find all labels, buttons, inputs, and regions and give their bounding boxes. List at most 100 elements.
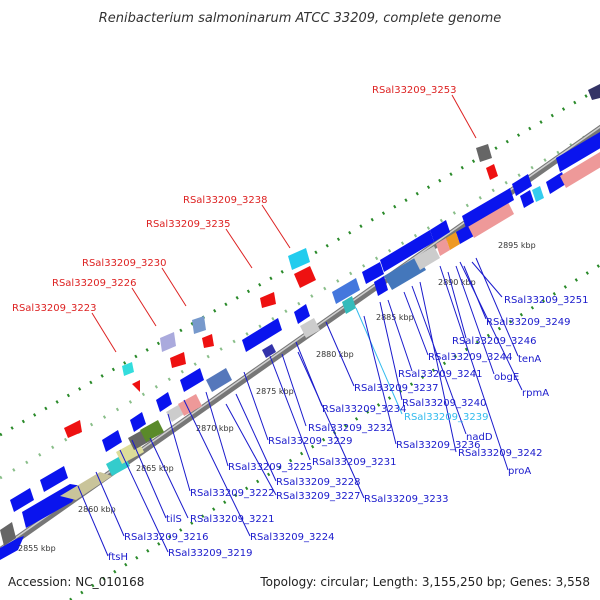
gene-reverse (40, 466, 68, 492)
tick-2860: 2860 kbp (78, 505, 116, 514)
label-rsal33209-3235: RSal33209_3235 (146, 219, 230, 230)
gene-reverse (10, 488, 34, 512)
lower-track-dots (69, 263, 600, 600)
leader-3238 (261, 204, 291, 249)
gene-forward (560, 152, 600, 188)
label-rsal33209-3232: RSal33209_3232 (308, 423, 392, 434)
leader-ftsH (77, 485, 109, 557)
leader-3239 (355, 307, 403, 415)
gene-marker (260, 292, 276, 308)
leader-3242 (419, 281, 457, 453)
gene-forward (206, 368, 232, 392)
gene-marker (486, 164, 498, 180)
label-tenA: tenA (518, 354, 541, 365)
gene-forward (532, 186, 544, 202)
gene-reverse (362, 262, 384, 284)
gene-reverse (512, 174, 532, 196)
label-rsal33209-3249: RSal33209_3249 (486, 317, 570, 328)
leader-rpmA (459, 261, 523, 391)
gene-forward (556, 132, 600, 172)
tick-2895: 2895 kbp (498, 241, 536, 250)
label-rpmA: rpmA (522, 388, 549, 399)
label-rsal33209-3253: RSal33209_3253 (372, 85, 456, 96)
leader-3228 (235, 393, 277, 482)
gene-marker (64, 420, 82, 438)
leader-3223 (91, 312, 117, 353)
gene-marker (160, 332, 176, 352)
gene-marker (476, 144, 492, 162)
tick-2885: 2885 kbp (376, 313, 414, 322)
label-nadD: nadD (466, 432, 493, 443)
gene-reverse (430, 220, 450, 242)
bottom-labels: RSal33209_3251 RSal33209_3249 RSal33209_… (108, 295, 588, 563)
label-rsal33209-3246: RSal33209_3246 (452, 336, 536, 347)
leader-3225 (205, 391, 229, 467)
tick-2865: 2865 kbp (136, 464, 174, 473)
gene-forward (414, 246, 440, 270)
marker-genes (64, 84, 600, 438)
label-obgE: obgE (494, 372, 519, 383)
leader-3253 (451, 94, 477, 139)
leader-3222 (167, 413, 191, 492)
leader-3233 (297, 351, 365, 499)
label-rsal33209-3242: RSal33209_3242 (458, 448, 542, 459)
leader-obgE (455, 265, 495, 375)
gene-forward (342, 296, 356, 314)
gene-forward (468, 202, 514, 238)
gene-reverse (180, 368, 204, 392)
gene-marker (132, 380, 140, 392)
leader-3246 (447, 271, 467, 339)
label-tilS: tilS (166, 514, 182, 525)
leader-tilS (131, 439, 167, 519)
reverse-strand-genes (0, 174, 532, 546)
gene-forward (384, 256, 426, 290)
leader-3237 (325, 321, 355, 387)
leader-3229 (243, 371, 269, 441)
gene-forward (300, 318, 320, 338)
leader-3230 (161, 267, 187, 307)
tick-2870: 2870 kbp (196, 424, 234, 433)
leader-nadD (411, 285, 467, 435)
gene-forward (446, 232, 460, 250)
label-rsal33209-3244: RSal33209_3244 (428, 352, 512, 363)
leader-3241 (387, 299, 413, 372)
gene-marker (294, 266, 316, 288)
leader-tenA (475, 257, 519, 357)
label-rsal33209-3219: RSal33209_3219 (168, 548, 252, 559)
label-rsal33209-3221: RSal33209_3221 (190, 514, 274, 525)
gene-reverse (332, 278, 360, 304)
gene-reverse (102, 430, 122, 452)
tick-2880: 2880 kbp (316, 350, 354, 359)
leader-3231 (269, 355, 311, 461)
top-leader-lines (91, 94, 477, 353)
label-rsal33209-3239: RSal33209_3239 (404, 412, 488, 423)
leader-3227 (225, 403, 277, 496)
label-proA: proA (508, 466, 531, 477)
topology-summary: Topology: circular; Length: 3,155,250 bp… (259, 575, 590, 589)
gene-forward (178, 394, 202, 416)
label-rsal33209-3225: RSal33209_3225 (228, 462, 312, 473)
label-rsal33209-3216: RSal33209_3216 (124, 532, 208, 543)
gene-forward (520, 190, 534, 208)
label-rsal33209-3240: RSal33209_3240 (402, 398, 486, 409)
gene-reverse (130, 412, 146, 432)
gene-marker (192, 316, 206, 334)
label-rsal33209-3237: RSal33209_3237 (354, 383, 438, 394)
label-rsal33209-3231: RSal33209_3231 (312, 457, 396, 468)
label-rsal33209-3227: RSal33209_3227 (276, 491, 360, 502)
leader-3244 (403, 291, 429, 356)
label-rsal33209-3233: RSal33209_3233 (364, 494, 448, 505)
gene-marker (170, 352, 186, 368)
leader-proA (439, 265, 509, 471)
gene-marker (588, 84, 600, 100)
map-title: Renibacterium salmoninarum ATCC 33209, c… (99, 11, 502, 26)
label-rsal33209-3223: RSal33209_3223 (12, 303, 96, 314)
label-rsal33209-3238: RSal33209_3238 (183, 195, 267, 206)
label-rsal33209-3229: RSal33209_3229 (268, 436, 352, 447)
label-rsal33209-3226: RSal33209_3226 (52, 278, 136, 289)
leader-3219 (119, 449, 169, 553)
label-rsal33209-3234: RSal33209_3234 (322, 404, 406, 415)
gene-forward (374, 276, 388, 296)
